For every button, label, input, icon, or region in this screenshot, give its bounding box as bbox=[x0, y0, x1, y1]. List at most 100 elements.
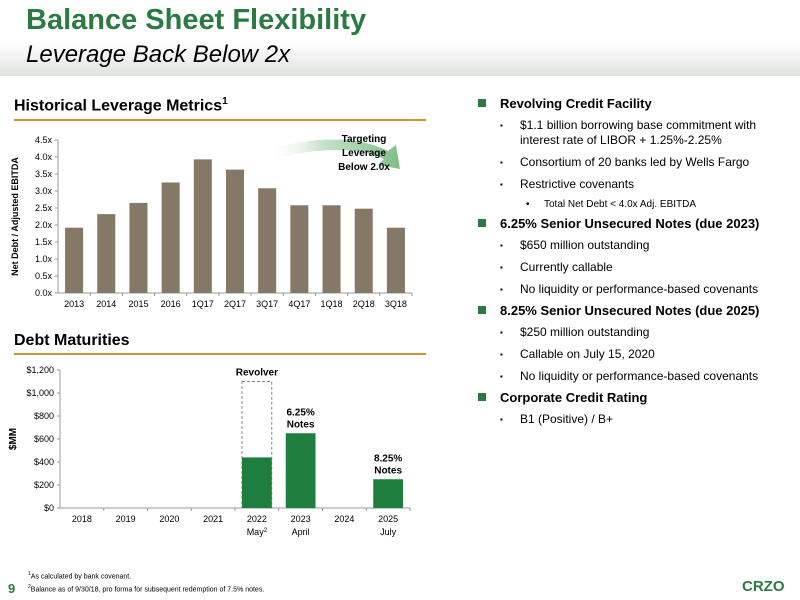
y-tick-label: $1,000 bbox=[26, 388, 54, 398]
leverage-bar bbox=[161, 182, 180, 293]
bullet-item: ▪ No liquidity or performance-based coven… bbox=[474, 369, 796, 384]
y-tick-label: 1.0x bbox=[35, 254, 53, 264]
small-square-bullet-icon: ▪ bbox=[500, 415, 503, 424]
bullet-item: ▪ Consortium of 20 banks led by Wells Far… bbox=[474, 155, 796, 170]
square-bullet-icon bbox=[478, 99, 486, 107]
company-logo: CRZO bbox=[742, 578, 785, 595]
y-tick-label: 0.0x bbox=[35, 288, 53, 298]
y-tick-label: 0.5x bbox=[35, 271, 53, 281]
bar-data-label: 8.25% bbox=[374, 453, 402, 464]
maturities-section-rule bbox=[14, 353, 426, 355]
bullet-text: Corporate Credit Rating bbox=[500, 390, 648, 405]
y-tick-label: 3.0x bbox=[35, 186, 53, 196]
bullet-subitem: • Total Net Debt < 4.0x Adj. EBITDA bbox=[474, 199, 796, 210]
y-tick-label: $200 bbox=[34, 480, 54, 490]
bar-data-label: Revolver bbox=[236, 368, 278, 379]
bullet-text: No liquidity or performance-based covena… bbox=[520, 369, 759, 383]
x-tick-label: 3Q18 bbox=[385, 299, 407, 309]
footnote-text: As calculated by bank covenant. bbox=[30, 573, 132, 581]
y-tick-label: 1.5x bbox=[35, 237, 53, 247]
annotation-line: Below 2.0x bbox=[338, 162, 390, 173]
footnote-number: 2 bbox=[28, 584, 31, 591]
small-square-bullet-icon: ▪ bbox=[500, 285, 503, 294]
bullet-item: ▪ Restrictive covenants bbox=[474, 177, 796, 192]
leverage-chart: Targeting Leverage Below 2.0x 0.0x 0.5x 1.0x… bbox=[10, 134, 413, 309]
maturity-bar bbox=[242, 457, 272, 508]
sublabel-footnote-ref: 2 bbox=[264, 528, 268, 534]
bar-data-label: Notes bbox=[287, 419, 315, 430]
bar-data-label: Notes bbox=[374, 465, 402, 476]
page-number: 9 bbox=[8, 581, 16, 596]
x-tick-label: 2016 bbox=[161, 299, 181, 309]
bullet-item: ▪ $250 million outstanding bbox=[474, 325, 796, 340]
small-square-bullet-icon: ▪ bbox=[500, 158, 503, 167]
bullet-item: ▪ $1.1 billion borrowing base commitment … bbox=[474, 118, 796, 148]
square-bullet-icon bbox=[478, 306, 486, 314]
leverage-bar bbox=[354, 208, 373, 293]
leverage-bar bbox=[193, 159, 212, 293]
bullet-text: Restrictive covenants bbox=[520, 177, 635, 191]
y-tick-label: 4.0x bbox=[35, 152, 53, 162]
bullet-item: ▪ Callable on July 15, 2020 bbox=[474, 347, 796, 362]
footnote-number: 1 bbox=[28, 571, 31, 577]
leverage-section-title: Historical Leverage Metrics1 bbox=[14, 96, 228, 115]
small-square-bullet-icon: ▪ bbox=[500, 328, 503, 337]
y-tick-label: $400 bbox=[34, 457, 54, 467]
x-tick-label: 2022 bbox=[247, 514, 267, 524]
bullet-item: ▪ No liquidity or performance-based coven… bbox=[474, 282, 796, 297]
leverage-bar bbox=[129, 202, 148, 293]
y-tick-label: 3.5x bbox=[35, 169, 53, 179]
leverage-bar bbox=[258, 188, 277, 293]
small-square-bullet-icon: ▪ bbox=[500, 180, 503, 189]
bullet-text: 6.25% Senior Unsecured Notes (due 2023) bbox=[500, 216, 760, 231]
x-tick-sublabel: April bbox=[292, 527, 310, 537]
y-tick-label: $800 bbox=[34, 411, 54, 421]
x-tick-label: 2021 bbox=[203, 514, 223, 524]
leverage-bar bbox=[97, 214, 116, 293]
x-tick-label: 2025 bbox=[378, 514, 398, 524]
leverage-bar bbox=[65, 227, 84, 293]
bullet-text: 8.25% Senior Unsecured Notes (due 2025) bbox=[500, 303, 760, 318]
leverage-section-rule bbox=[14, 119, 426, 121]
x-tick-label: 2023 bbox=[291, 514, 311, 524]
x-tick-label: 2013 bbox=[64, 299, 84, 309]
bullet-item: ▪ Currently callable bbox=[474, 260, 796, 275]
leverage-bar bbox=[386, 227, 405, 293]
square-bullet-icon bbox=[478, 393, 486, 401]
bullet-heading: 8.25% Senior Unsecured Notes (due 2025) bbox=[474, 303, 796, 318]
y-tick-label: 2.5x bbox=[35, 203, 53, 213]
bullet-heading: Corporate Credit Rating bbox=[474, 390, 796, 405]
x-tick-label: 3Q17 bbox=[256, 299, 278, 309]
y-tick-label: 4.5x bbox=[35, 135, 53, 145]
maturity-y-axis-label: $MM bbox=[8, 428, 19, 450]
dot-bullet-icon: • bbox=[526, 199, 530, 210]
small-square-bullet-icon: ▪ bbox=[500, 263, 503, 272]
footnote-text: Balance as of 9/30/18, pro forma for sub… bbox=[30, 586, 265, 594]
square-bullet-icon bbox=[478, 219, 486, 227]
x-tick-label: 2Q18 bbox=[353, 299, 375, 309]
x-tick-label: 2015 bbox=[128, 299, 148, 309]
footnotes: 1As calculated by bank covenant. 2Balance… bbox=[28, 569, 264, 596]
y-tick-label: $600 bbox=[34, 434, 54, 444]
x-tick-label: 2014 bbox=[96, 299, 116, 309]
bullet-text: $650 million outstanding bbox=[520, 238, 650, 252]
x-tick-sublabel: July bbox=[380, 527, 397, 537]
header-band bbox=[0, 0, 800, 76]
x-tick-sublabel: May2 bbox=[247, 527, 268, 537]
small-square-bullet-icon: ▪ bbox=[500, 372, 503, 381]
maturity-bar bbox=[373, 479, 403, 508]
x-tick-label: 2Q17 bbox=[224, 299, 246, 309]
leverage-section-title-text: Historical Leverage Metrics bbox=[14, 97, 223, 115]
maturity-bar bbox=[285, 433, 316, 508]
footnote: 2Balance as of 9/30/18, pro forma for su… bbox=[28, 582, 264, 595]
y-tick-label: $1,200 bbox=[26, 365, 54, 375]
leverage-title-footnote-ref: 1 bbox=[222, 96, 228, 107]
leverage-y-axis-label: Net Debt / Adjusted EBITDA bbox=[10, 157, 20, 276]
y-tick-label: $0 bbox=[44, 503, 54, 513]
leverage-bar bbox=[225, 169, 245, 293]
page-title: Balance Sheet Flexibility bbox=[26, 4, 367, 36]
footnote: 1As calculated by bank covenant. bbox=[28, 569, 264, 582]
leverage-target-annotation: Targeting Leverage Below 2.0x bbox=[338, 134, 390, 173]
small-square-bullet-icon: ▪ bbox=[500, 350, 503, 359]
bullet-item: ▪ $650 million outstanding bbox=[474, 238, 796, 253]
